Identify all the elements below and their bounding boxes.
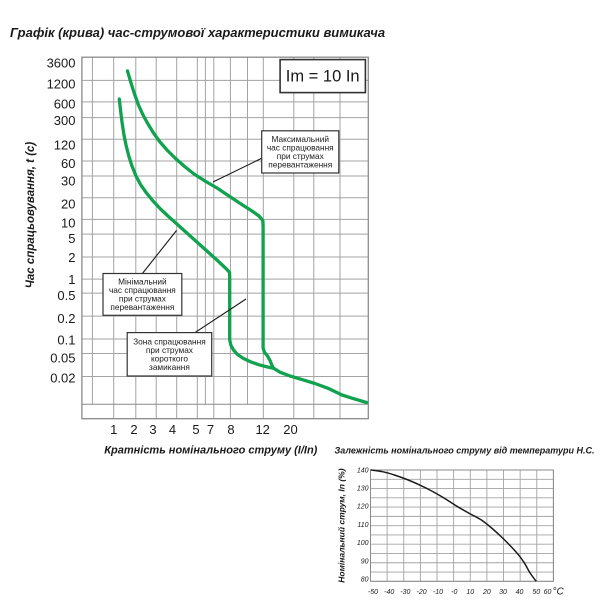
svg-text:при струмах: при струмах (277, 151, 325, 161)
svg-text:5: 5 (192, 422, 199, 437)
svg-text:0.5: 0.5 (57, 288, 75, 303)
svg-text:8: 8 (227, 422, 234, 437)
svg-text:140: 140 (357, 467, 369, 474)
svg-text:-50: -50 (368, 589, 378, 596)
svg-text:60: 60 (544, 589, 552, 596)
svg-text:Зона спрацювання: Зона спрацювання (133, 336, 206, 346)
svg-text:Кратність номінального струму: Кратність номінального струму (I/In) (104, 444, 317, 456)
svg-text:час спрацювання: час спрацювання (267, 143, 334, 153)
svg-text:Im = 10 In: Im = 10 In (286, 68, 360, 86)
svg-text:90: 90 (361, 558, 369, 565)
svg-text:Графік (крива) час-струмової х: Графік (крива) час-струмової характерист… (10, 25, 385, 40)
svg-text:перевантаження: перевантаження (110, 302, 174, 312)
svg-text:-0: -0 (451, 589, 457, 596)
svg-text:30: 30 (499, 589, 507, 596)
svg-text:600: 600 (54, 97, 76, 112)
svg-text:1: 1 (110, 422, 117, 437)
svg-text:Номінальний струм, In (%): Номінальний струм, In (%) (337, 468, 347, 582)
svg-text:0.02: 0.02 (50, 370, 75, 385)
svg-text:-20: -20 (417, 589, 427, 596)
svg-text:0.2: 0.2 (57, 311, 75, 326)
svg-text:40: 40 (516, 589, 524, 596)
svg-text:Мінімальний: Мінімальний (118, 277, 167, 287)
svg-text:60: 60 (61, 156, 75, 171)
svg-text:Максимальний: Максимальний (272, 134, 330, 144)
svg-text:Залежність номінального струму: Залежність номінального струму від темпе… (335, 445, 595, 455)
svg-text:3600: 3600 (47, 55, 76, 70)
svg-text:5: 5 (68, 231, 75, 246)
svg-text:20: 20 (61, 197, 75, 212)
svg-text:20: 20 (482, 589, 491, 596)
svg-text:7: 7 (207, 422, 214, 437)
svg-text:короткого: короткого (151, 353, 188, 363)
svg-text:110: 110 (357, 522, 368, 529)
svg-text:12: 12 (255, 422, 269, 437)
svg-text:0.05: 0.05 (50, 350, 75, 365)
svg-text:-30: -30 (400, 589, 410, 596)
svg-text:-40: -40 (384, 589, 394, 596)
svg-text:перевантаження: перевантаження (268, 160, 332, 170)
svg-text:замикання: замикання (149, 362, 190, 372)
svg-text:час спрацювання: час спрацювання (109, 285, 176, 295)
svg-text:80: 80 (361, 577, 369, 584)
svg-text:2: 2 (68, 250, 75, 265)
svg-text:2: 2 (130, 422, 137, 437)
svg-text:100: 100 (357, 540, 369, 547)
svg-text:10: 10 (61, 215, 75, 230)
svg-text:300: 300 (54, 113, 76, 128)
svg-text:Час спрацьовування, t (с): Час спрацьовування, t (с) (25, 142, 37, 289)
svg-text:120: 120 (54, 138, 76, 153)
svg-text:при струмах: при струмах (146, 345, 194, 355)
svg-text:3: 3 (149, 422, 156, 437)
svg-text:30: 30 (61, 174, 75, 189)
svg-text:50: 50 (532, 589, 540, 596)
svg-text:20: 20 (283, 422, 297, 437)
svg-text:130: 130 (357, 486, 369, 493)
svg-text:-10: -10 (433, 589, 443, 596)
svg-text:1200: 1200 (47, 77, 76, 92)
svg-text:при струмах: при струмах (119, 294, 167, 304)
svg-text:1: 1 (68, 272, 75, 287)
svg-text:4: 4 (169, 422, 176, 437)
svg-text:10: 10 (466, 589, 474, 596)
svg-text:120: 120 (357, 504, 369, 511)
svg-text:°C: °C (553, 587, 565, 598)
svg-text:0.1: 0.1 (57, 332, 75, 347)
